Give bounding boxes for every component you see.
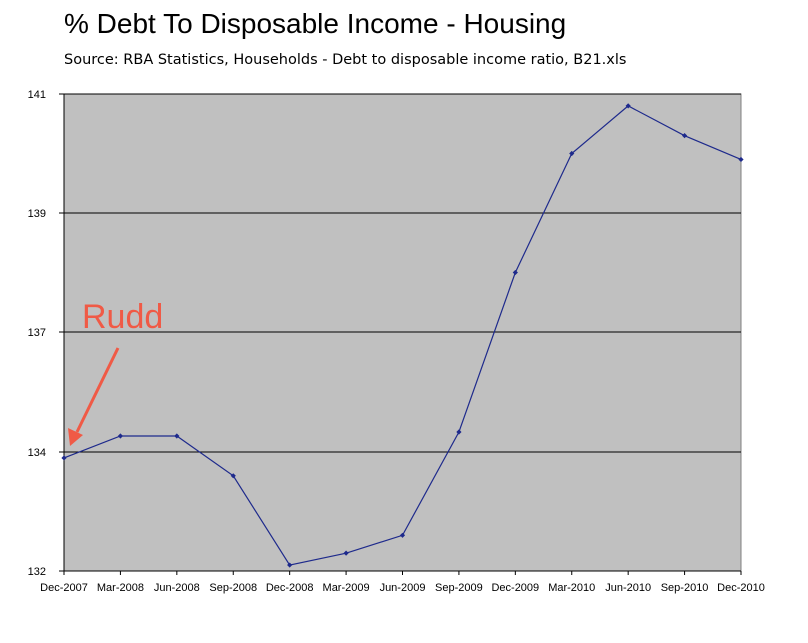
- x-tick-label: Sep-2010: [661, 582, 709, 594]
- annotation-arrow-head: [68, 428, 83, 446]
- x-tick-label: Dec-2010: [717, 582, 765, 594]
- x-tick-label: Dec-2009: [491, 582, 539, 594]
- x-axis: Dec-2007 Mar-2008 Jun-2008 Sep-2008 Dec-2008…: [40, 571, 765, 594]
- data-point: [512, 269, 518, 276]
- data-point: [738, 156, 744, 163]
- x-tick-label: Mar-2010: [548, 582, 595, 594]
- y-tick-label: 141: [28, 89, 46, 101]
- data-point: [456, 429, 462, 435]
- data-point: [399, 532, 406, 538]
- x-tick-label: Dec-2008: [266, 582, 314, 594]
- y-tick-label: 137: [28, 327, 46, 339]
- x-tick-label: Mar-2009: [323, 582, 370, 594]
- data-point: [569, 150, 575, 157]
- x-tick-label: Jun-2008: [154, 582, 200, 594]
- data-point: [174, 433, 180, 439]
- data-point: [61, 455, 67, 461]
- x-tick-label: Sep-2008: [209, 582, 257, 594]
- data-point: [681, 133, 688, 139]
- data-point: [230, 473, 236, 479]
- data-point: [117, 433, 124, 439]
- x-tick-label: Jun-2009: [380, 582, 426, 594]
- annotation-label: Rudd: [82, 298, 163, 336]
- y-axis: 132 134 137 139 141: [28, 89, 65, 578]
- y-tick-label: 132: [28, 566, 46, 578]
- x-tick-label: Mar-2008: [97, 582, 144, 594]
- chart-subtitle: Source: RBA Statistics, Households - Deb…: [64, 52, 627, 68]
- x-tick-label: Jun-2010: [605, 582, 651, 594]
- annotation-arrow-shaft: [75, 347, 120, 433]
- data-point: [343, 550, 349, 556]
- rudd-annotation: Rudd: [68, 298, 163, 446]
- data-point: [287, 562, 293, 568]
- data-point: [625, 103, 631, 109]
- x-tick-label: Sep-2009: [435, 582, 483, 594]
- y-tick-label: 134: [28, 447, 46, 459]
- y-tick-label: 139: [28, 208, 46, 220]
- series-group: [61, 103, 744, 568]
- x-tick-label: Dec-2007: [40, 582, 88, 594]
- chart-title: % Debt To Disposable Income - Housing: [64, 8, 567, 39]
